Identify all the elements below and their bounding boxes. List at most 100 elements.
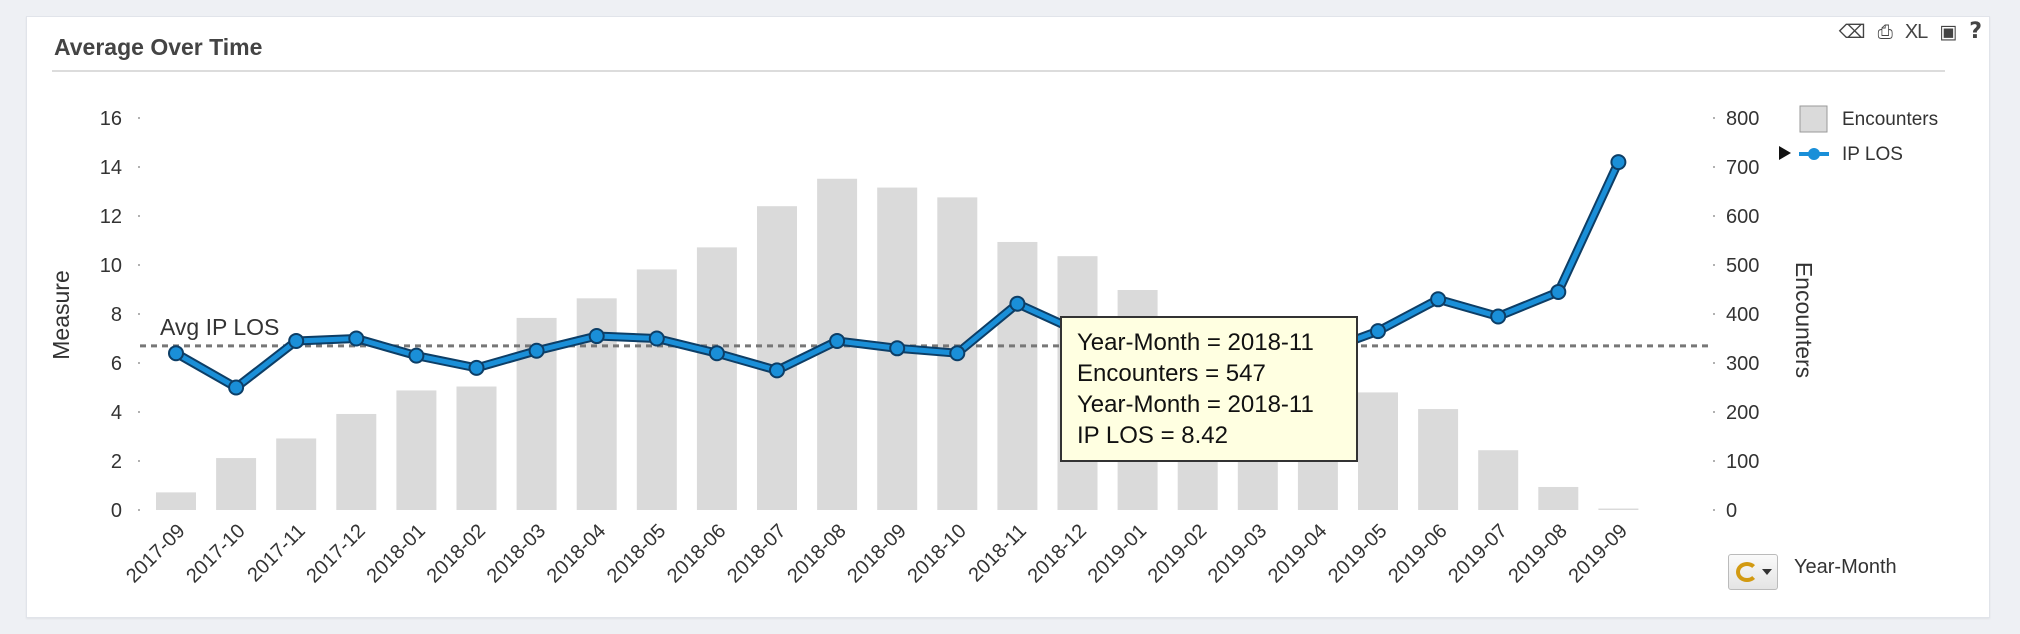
y-tick-label: 8 [111, 304, 122, 326]
bar [757, 206, 797, 510]
line-point [708, 345, 725, 362]
x-tick-label: 2017-12 [302, 520, 369, 587]
y-tick-mark [138, 460, 140, 462]
y-tick-mark [138, 117, 140, 119]
x-axis-selector-label: Year-Month [1794, 556, 1897, 578]
x-tick-label: 2018-08 [783, 520, 850, 587]
x-tick-label: 2019-04 [1264, 520, 1331, 587]
x-tick-label: 2019-09 [1564, 520, 1631, 587]
y-right-tick-mark [1713, 509, 1715, 511]
line-point [1550, 283, 1567, 300]
line-point [1490, 308, 1507, 325]
legend-swatch-encounters [1799, 105, 1828, 133]
panel-title: Average Over Time [54, 34, 263, 60]
axis-swap-icon [1736, 562, 1758, 582]
line-point [348, 330, 365, 347]
x-tick-label: 2018-09 [843, 520, 910, 587]
y-right-tick-mark [1713, 117, 1715, 119]
y-tick-mark [138, 362, 140, 364]
y-right-axis-title: Encounters [1791, 262, 1817, 378]
tooltip-line: IP LOS = 8.42 [1077, 422, 1228, 449]
bar [696, 247, 737, 511]
bar [276, 438, 317, 510]
bar [636, 269, 677, 510]
tooltip-line: Year-Month = 2018-11 [1077, 329, 1314, 356]
x-tick-label: 2019-06 [1384, 520, 1451, 587]
y-tick-label: 16 [100, 108, 122, 130]
y-tick-label: 2 [111, 451, 122, 473]
y-right-tick-label: 400 [1726, 304, 1759, 326]
line-point [769, 362, 785, 379]
table-view-icon[interactable]: ▣ [1939, 21, 1958, 43]
legend-label-encounters: Encounters [1842, 109, 1938, 130]
y-axis-title: Measure [48, 270, 74, 359]
y-right-tick-label: 300 [1726, 353, 1759, 375]
bar [456, 386, 497, 510]
avg-reference-label: Avg IP LOS [160, 314, 279, 340]
bar [336, 413, 377, 510]
x-tick-label: 2018-02 [423, 520, 490, 587]
line-point [288, 332, 305, 349]
y-right-tick-label: 200 [1726, 402, 1759, 424]
x-axis-selector-button[interactable] [1728, 554, 1778, 590]
y-tick-mark [138, 411, 140, 413]
title-divider [52, 70, 1945, 72]
y-tick-mark [138, 509, 140, 511]
bar [1358, 392, 1398, 510]
bar [1598, 508, 1639, 510]
x-tick-label: 2018-12 [1024, 520, 1091, 587]
line-point [408, 347, 425, 364]
y-right-tick-label: 600 [1726, 206, 1759, 228]
line-point [889, 340, 906, 357]
line-point [228, 379, 245, 396]
eraser-icon[interactable]: ⌫ [1838, 21, 1866, 43]
x-tick-label: 2017-11 [243, 520, 309, 586]
y-right-tick-label: 100 [1726, 451, 1759, 473]
legend-swatch-ip-los-dot [1808, 148, 1820, 160]
y-right-tick-label: 500 [1726, 255, 1759, 277]
x-tick-label: 2018-11 [965, 520, 1031, 586]
x-tick-label: 2018-06 [663, 520, 730, 587]
legend-label-ip-los: IP LOS [1842, 144, 1903, 165]
x-tick-label: 2019-03 [1204, 520, 1271, 587]
bar [396, 390, 437, 510]
y-right-tick-mark [1713, 215, 1715, 217]
x-tick-label: 2019-05 [1324, 520, 1391, 587]
y-tick-mark [138, 215, 140, 217]
y-tick-label: 14 [100, 157, 122, 179]
bar [1418, 409, 1459, 510]
x-tick-label: 2019-01 [1084, 520, 1151, 587]
print-icon[interactable]: ⎙ [1877, 21, 1893, 43]
line-point [168, 345, 184, 362]
bar [997, 241, 1038, 510]
x-tick-label: 2019-07 [1444, 520, 1511, 587]
x-tick-label: 2018-10 [903, 520, 970, 587]
y-right-tick-label: 800 [1726, 108, 1759, 130]
line-point [648, 330, 665, 347]
y-right-tick-mark [1713, 264, 1715, 266]
x-tick-label: 2017-09 [122, 520, 189, 587]
bar [156, 492, 196, 510]
y-right-tick-mark [1713, 166, 1715, 168]
line-point [468, 359, 485, 376]
x-tick-label: 2018-07 [723, 520, 790, 587]
x-tick-label: 2018-05 [603, 520, 670, 587]
line-point [829, 332, 846, 349]
x-tick-label: 2017-10 [182, 520, 249, 587]
y-right-tick-mark [1713, 362, 1715, 364]
line-point [1009, 295, 1026, 312]
tooltip-line: Encounters = 547 [1077, 360, 1266, 387]
data-tooltip: Year-Month = 2018-11 Encounters = 547 Ye… [1060, 316, 1358, 462]
y-right-tick-mark [1713, 313, 1715, 315]
y-tick-label: 6 [111, 353, 122, 375]
x-tick-label: 2019-02 [1144, 520, 1211, 587]
x-tick-label: 2018-03 [483, 520, 550, 587]
y-right-tick-label: 0 [1726, 500, 1737, 522]
help-icon[interactable]: ? [1969, 19, 1982, 44]
y-tick-label: 4 [111, 402, 122, 424]
line-point [1610, 154, 1627, 171]
y-right-tick-mark [1713, 411, 1715, 413]
excel-export-icon[interactable]: XL [1904, 21, 1928, 43]
bar [216, 458, 257, 510]
